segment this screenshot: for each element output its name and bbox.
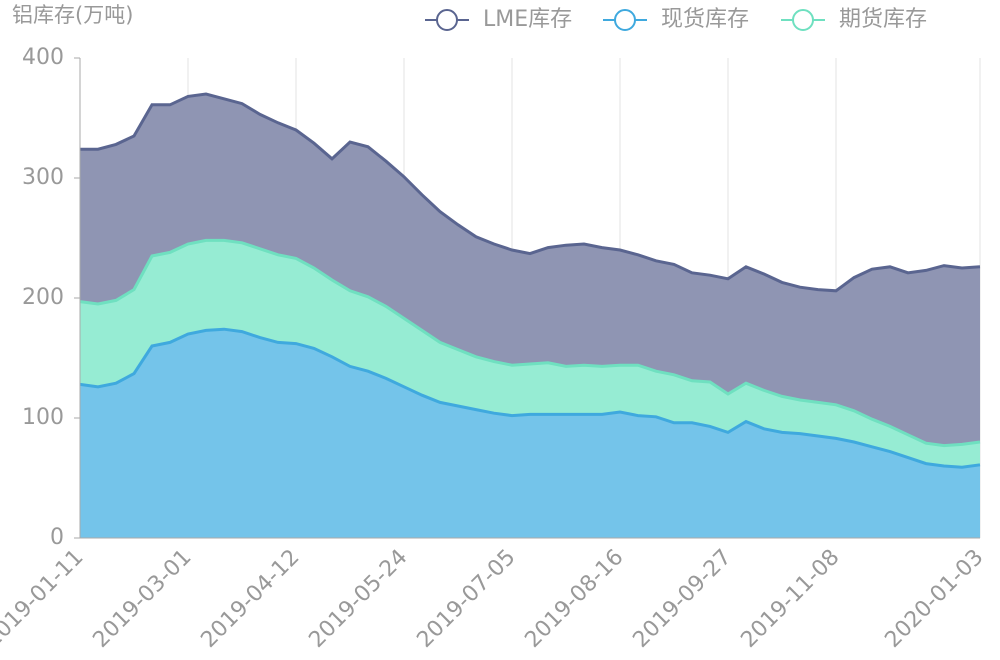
area <box>80 329 980 538</box>
x-tick-label: 2019-01-11 <box>0 545 88 653</box>
legend-label: 期货库存 <box>839 7 927 32</box>
x-tick-label: 2019-03-01 <box>88 545 196 653</box>
y-axis-title: 铝库存(万吨) <box>12 3 133 27</box>
legend-marker <box>436 9 458 31</box>
area-line <box>80 92 981 293</box>
legend-marker <box>792 9 814 31</box>
area-line <box>79 238 981 448</box>
x-tick-label: 2020-01-03 <box>880 545 988 653</box>
y-tick-label: 100 <box>22 405 64 430</box>
area <box>80 240 980 468</box>
area-line <box>79 327 981 469</box>
y-tick-label: 200 <box>22 285 64 310</box>
x-tick-label: 2019-09-27 <box>628 545 736 653</box>
x-tick-label: 2019-08-16 <box>520 545 628 653</box>
legend-label: LME库存 <box>483 7 572 32</box>
legend-label: 现货库存 <box>661 7 749 32</box>
y-tick-label: 300 <box>22 165 64 190</box>
x-tick-label: 2019-04-12 <box>196 545 304 653</box>
area <box>80 94 980 446</box>
legend-marker <box>614 9 636 31</box>
y-tick-label: 0 <box>50 525 64 550</box>
x-tick-label: 2019-11-08 <box>736 545 844 653</box>
x-tick-label: 2019-05-24 <box>304 545 412 653</box>
y-tick-label: 400 <box>22 45 64 70</box>
x-tick-label: 2019-07-05 <box>412 545 520 653</box>
